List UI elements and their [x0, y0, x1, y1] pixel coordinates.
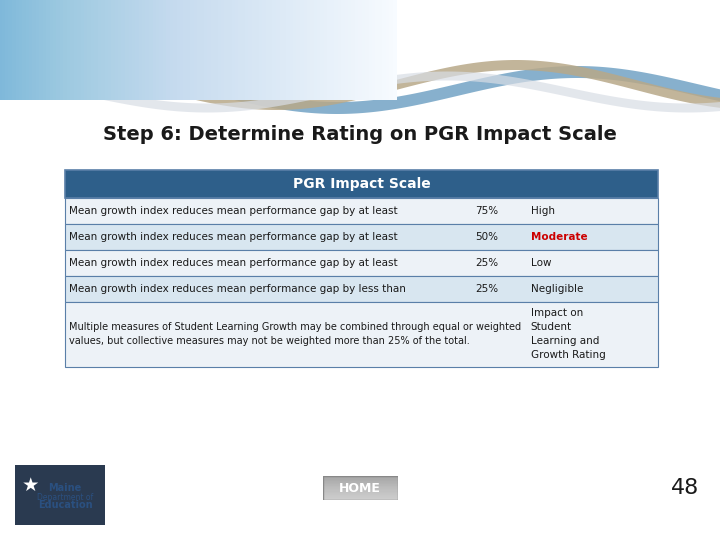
Text: Mean growth index reduces mean performance gap by less than: Mean growth index reduces mean performan…: [69, 284, 406, 294]
Bar: [65, 276, 658, 302]
Text: Low: Low: [531, 258, 551, 268]
Text: 50%: 50%: [475, 232, 498, 242]
Text: Department of: Department of: [37, 492, 93, 502]
Text: Negligible: Negligible: [531, 284, 583, 294]
Text: Education: Education: [37, 500, 92, 510]
Text: HOME: HOME: [339, 482, 381, 495]
Text: Step 6: Determine Rating on PGR Impact Scale: Step 6: Determine Rating on PGR Impact S…: [103, 125, 617, 145]
Text: Moderate: Moderate: [531, 232, 588, 242]
Text: Mean growth index reduces mean performance gap by at least: Mean growth index reduces mean performan…: [69, 232, 397, 242]
Text: 25%: 25%: [475, 258, 498, 268]
Text: Impact on
Student
Learning and
Growth Rating: Impact on Student Learning and Growth Ra…: [531, 308, 606, 361]
Bar: [65, 224, 658, 250]
Text: ★: ★: [22, 476, 39, 495]
Text: 48: 48: [671, 478, 699, 498]
Text: Mean growth index reduces mean performance gap by at least: Mean growth index reduces mean performan…: [69, 206, 397, 216]
Bar: [65, 170, 658, 198]
Text: 25%: 25%: [475, 284, 498, 294]
Bar: [65, 302, 658, 367]
Bar: [65, 250, 658, 276]
Text: Maine: Maine: [48, 483, 81, 493]
Text: High: High: [531, 206, 554, 216]
Bar: [65, 198, 658, 224]
Text: 75%: 75%: [475, 206, 498, 216]
Bar: [15, 465, 105, 525]
Text: Multiple measures of Student Learning Growth may be combined through equal or we: Multiple measures of Student Learning Gr…: [69, 322, 521, 347]
Text: PGR Impact Scale: PGR Impact Scale: [292, 177, 431, 191]
Text: Mean growth index reduces mean performance gap by at least: Mean growth index reduces mean performan…: [69, 258, 397, 268]
